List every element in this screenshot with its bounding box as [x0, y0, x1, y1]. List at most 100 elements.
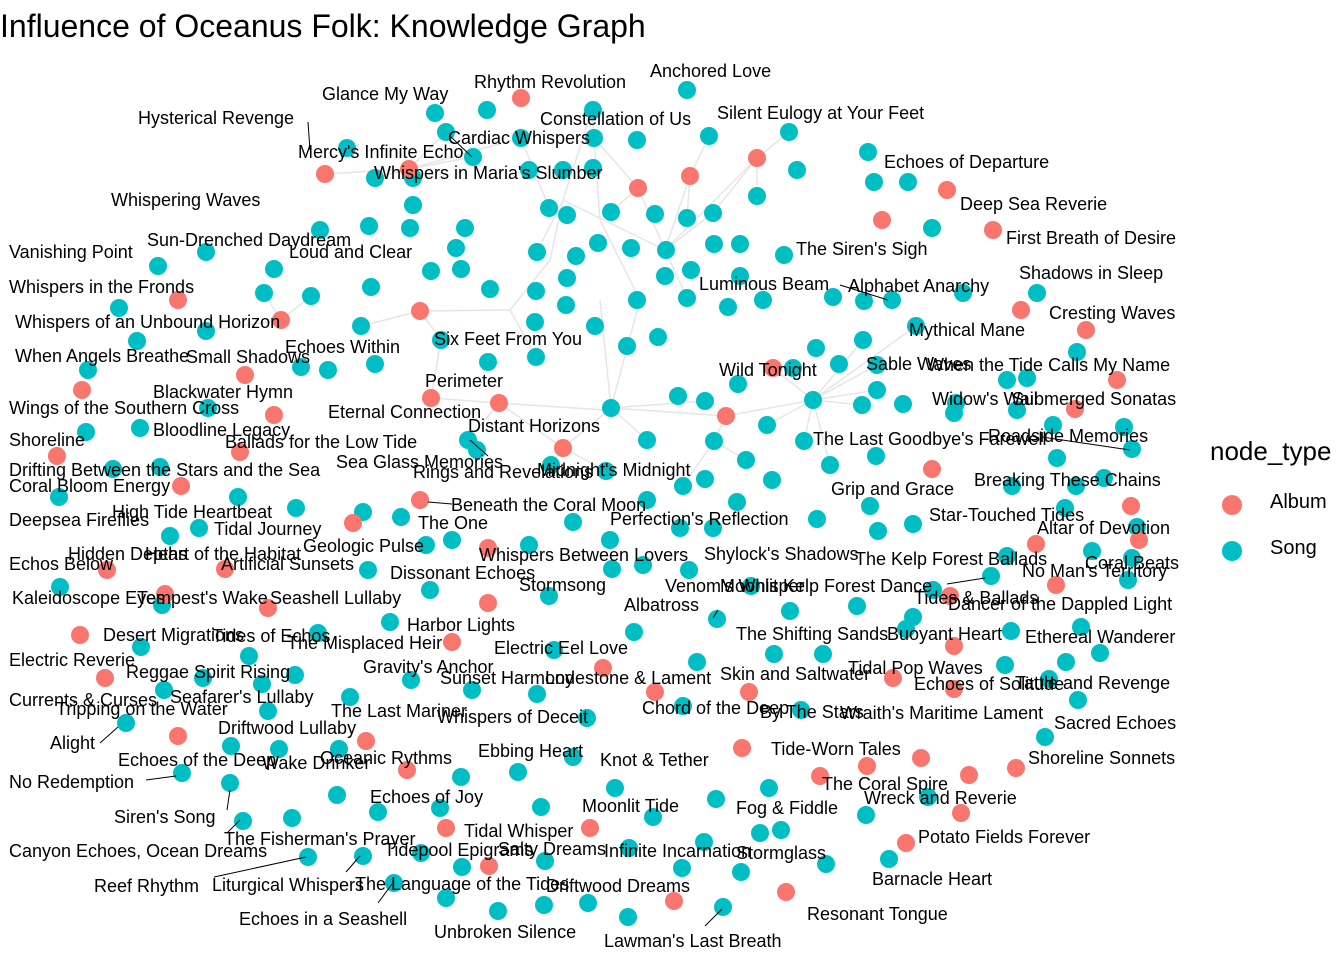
node-label: Liturgical Whispers: [212, 875, 364, 895]
song-node: [603, 560, 621, 578]
label-leader-line: [145, 775, 177, 781]
node-label: When Angels Breathe: [15, 346, 189, 366]
node-label: Alphabet Anarchy: [848, 276, 989, 296]
song-node: [804, 391, 822, 409]
song-node: [528, 243, 546, 261]
song-node: [452, 260, 470, 278]
node-label: Artificial Sunsets: [221, 554, 354, 574]
song-node: [754, 291, 772, 309]
label-leader-lines: [99, 121, 1131, 927]
song-node: [628, 291, 646, 309]
song-node: [1044, 416, 1062, 434]
song-node: [128, 332, 146, 350]
node-label: High Tide Heartbeat: [112, 502, 272, 522]
album-node: [422, 389, 440, 407]
graph-edge: [712, 157, 758, 214]
node-label: Reggae Spirit Rising: [126, 662, 290, 682]
album-node: [265, 406, 283, 424]
song-node: [622, 239, 640, 257]
node-label: Wraith's Maritime Lament: [840, 703, 1043, 723]
node-label: Luminous Beam: [699, 274, 829, 294]
node-label: Currents & Curses: [9, 690, 157, 710]
node-label: Coral Beats: [1085, 553, 1179, 573]
song-node: [452, 768, 470, 786]
label-leader-line: [946, 577, 986, 585]
song-node: [618, 337, 636, 355]
song-node: [656, 267, 674, 285]
node-label: Submerged Sonatas: [1012, 389, 1176, 409]
song-node: [1068, 343, 1086, 361]
song-node: [253, 675, 271, 693]
album-node: [98, 561, 116, 579]
node-label: Altar of Devotion: [1037, 518, 1170, 538]
node-label: Sunset Harmony: [440, 668, 574, 688]
node-label: Electric Reverie: [9, 650, 135, 670]
song-node: [680, 561, 698, 579]
album-node: [216, 560, 234, 578]
node-label: Stormsong: [519, 575, 606, 595]
song-node: [1028, 284, 1046, 302]
song-node: [704, 519, 722, 537]
node-label: Sacred Echoes: [1054, 713, 1176, 733]
album-node: [259, 599, 277, 617]
node-label: Rhythm Revolution: [474, 72, 626, 92]
node-label: The Last Goodbye's Farewell: [813, 429, 1047, 449]
song-node: [532, 798, 550, 816]
node-label: Tidepool Epigrams: [384, 840, 533, 860]
node-label: No Redemption: [9, 772, 134, 792]
song-node: [1056, 499, 1074, 517]
node-label: Echoes of the Deep: [118, 750, 276, 770]
song-node: [602, 399, 620, 417]
album-node: [681, 167, 699, 185]
song-node: [579, 894, 597, 912]
song-node: [868, 356, 886, 374]
song-node: [758, 416, 776, 434]
song-node: [671, 519, 689, 537]
node-label: The Language of the Tides: [355, 874, 569, 894]
song-node: [775, 246, 793, 264]
graph-edge: [682, 440, 715, 487]
album-node: [1027, 535, 1045, 553]
graph-edge: [562, 199, 666, 251]
node-label: Tidal Whisper: [464, 821, 573, 841]
node-label: Wake Drinker: [262, 753, 370, 773]
album-node: [479, 594, 497, 612]
song-node: [341, 688, 359, 706]
song-node: [719, 298, 737, 316]
album-node: [912, 749, 930, 767]
song-node: [489, 902, 507, 920]
song-node: [265, 260, 283, 278]
node-label: Echoes Within: [285, 337, 400, 357]
song-node: [286, 666, 304, 684]
song-node: [705, 235, 723, 253]
song-node: [1057, 653, 1075, 671]
node-label: Buoyant Heart: [887, 624, 1002, 644]
song-node: [51, 578, 69, 596]
song-node: [259, 702, 277, 720]
song-node: [705, 432, 723, 450]
song-node: [542, 456, 560, 474]
song-node: [765, 645, 783, 663]
song-node: [381, 613, 399, 631]
song-node: [194, 669, 212, 687]
song-node: [447, 239, 465, 257]
song-node: [919, 788, 937, 806]
album-node: [945, 680, 963, 698]
song-node: [708, 610, 726, 628]
song-node: [751, 824, 769, 842]
node-label: Whispers Between Lovers: [479, 545, 688, 565]
label-leader-line: [839, 284, 889, 301]
node-label: Tempest's Wake: [137, 588, 268, 608]
node-label: Moonlit Tide: [582, 796, 679, 816]
graph-edge: [599, 299, 612, 409]
song-node: [853, 396, 871, 414]
song-node: [998, 371, 1016, 389]
node-label: When the Tide Calls My Name: [927, 355, 1170, 375]
song-node: [678, 209, 696, 227]
song-node: [695, 833, 713, 851]
song-node: [540, 199, 558, 217]
graph-edge: [664, 175, 691, 251]
song-node: [1003, 477, 1021, 495]
song-node: [392, 508, 410, 526]
song-node: [412, 844, 430, 862]
